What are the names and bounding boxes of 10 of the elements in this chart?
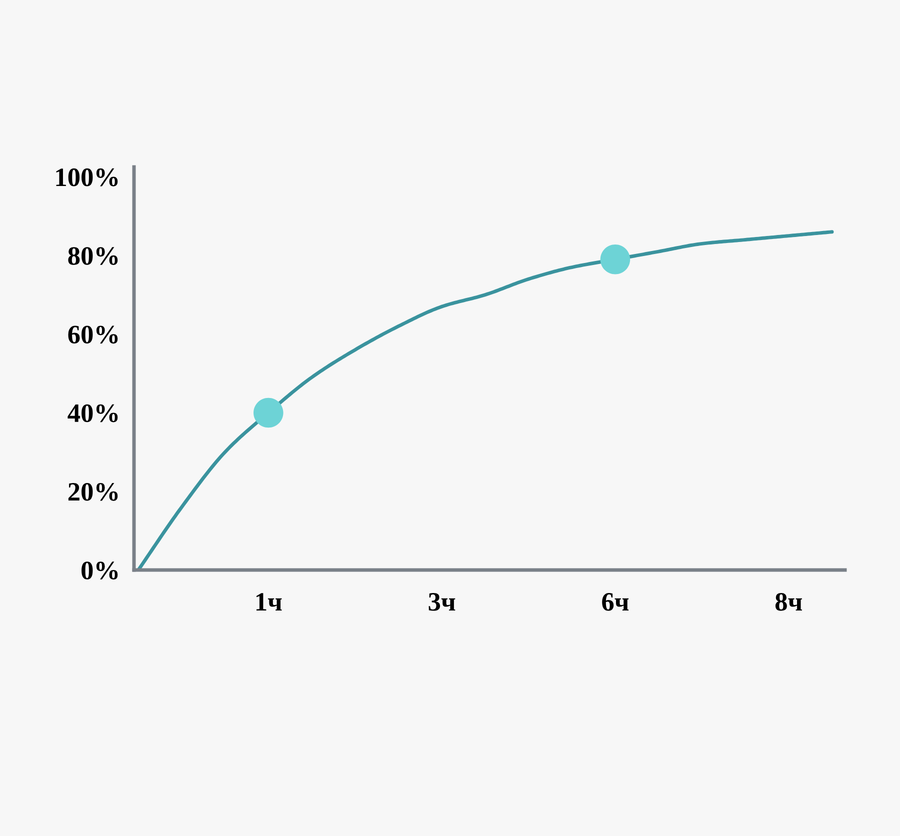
x-tick-label: 8ч xyxy=(775,592,802,611)
y-tick-label: 20% xyxy=(68,482,118,501)
x-tick-label: 3ч xyxy=(428,593,456,611)
x-tick-label: 1ч xyxy=(256,593,282,611)
y-tick-label: 80% xyxy=(68,247,118,265)
y-tick-label: 0% xyxy=(82,562,118,580)
y-tick-label: 40% xyxy=(68,404,118,422)
x-tick-label: 6ч xyxy=(602,593,629,611)
y-tick-label: 100% xyxy=(56,168,118,186)
y-tick-label: 60% xyxy=(68,326,118,344)
